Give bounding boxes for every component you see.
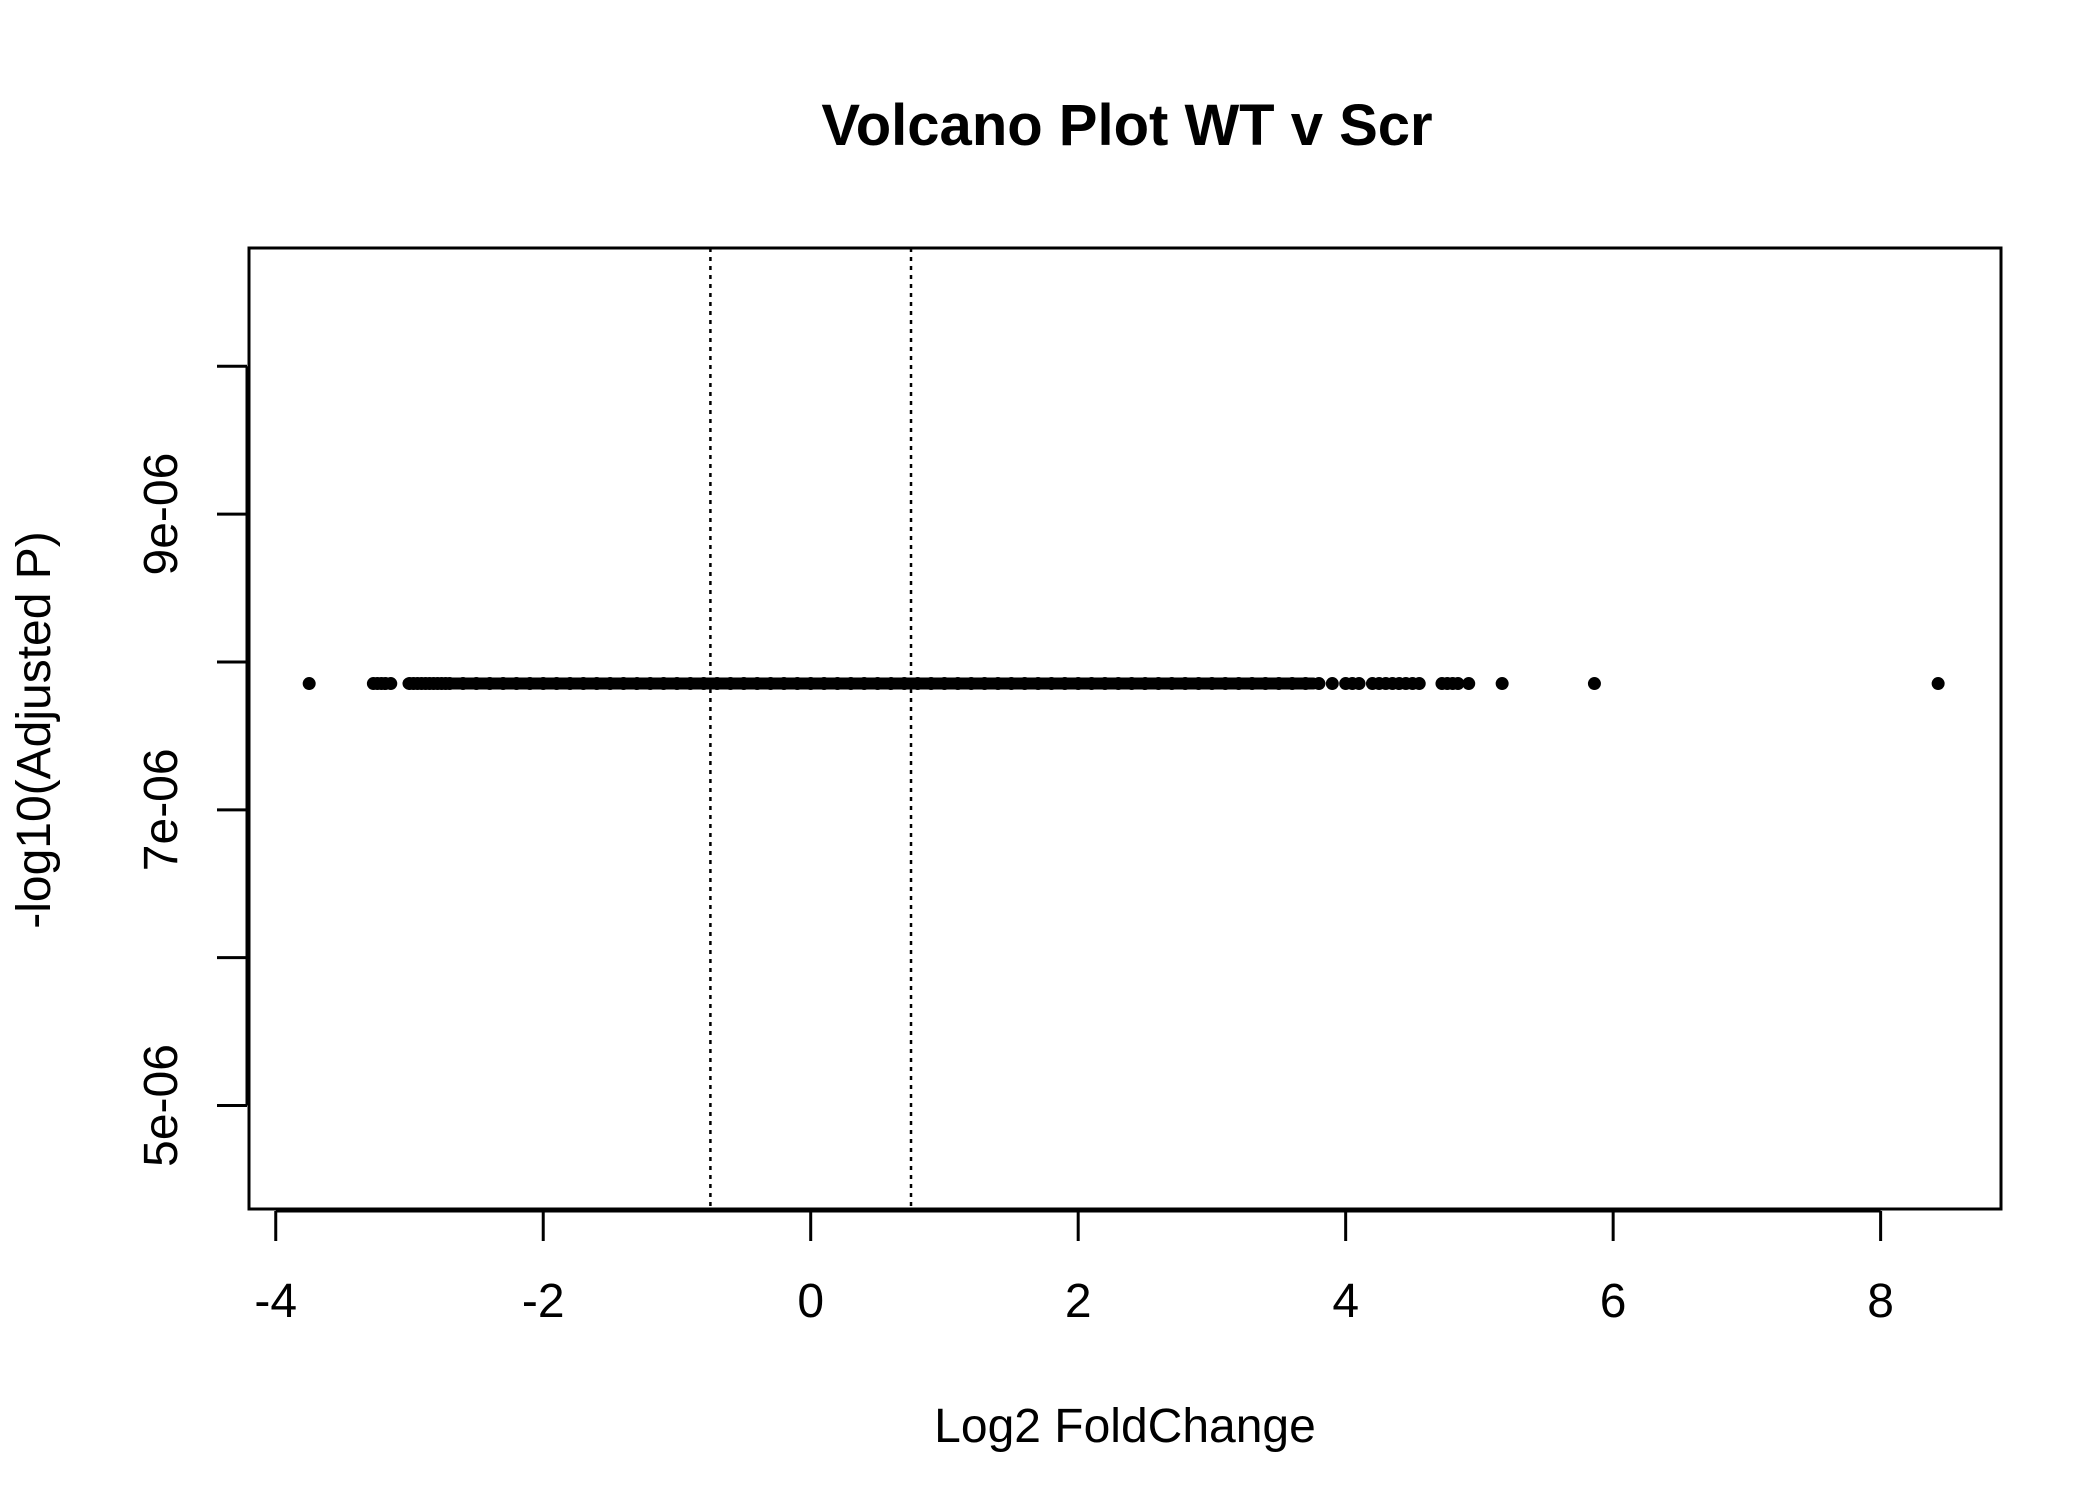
data-point <box>576 677 590 691</box>
data-point <box>1058 677 1072 691</box>
data-point <box>1192 677 1206 691</box>
data-point <box>1018 677 1032 691</box>
data-point <box>1165 677 1179 691</box>
data-point <box>643 677 657 691</box>
y-axis-label: -log10(Adjusted P) <box>8 531 61 929</box>
data-point <box>924 677 938 691</box>
x-tick-label: 4 <box>1332 1275 1359 1328</box>
data-point <box>1587 677 1601 691</box>
data-point <box>857 677 871 691</box>
data-point <box>871 677 885 691</box>
data-point <box>630 677 644 691</box>
data-point <box>550 677 564 691</box>
data-point <box>937 677 951 691</box>
data-point <box>657 677 671 691</box>
data-point <box>1245 677 1259 691</box>
data-point <box>1299 677 1313 691</box>
data-point <box>1111 677 1125 691</box>
data-point <box>1931 677 1945 691</box>
data-point <box>1495 677 1509 691</box>
x-tick-label: -2 <box>522 1275 565 1328</box>
data-point <box>1325 677 1339 691</box>
data-point <box>697 677 711 691</box>
data-point <box>1462 677 1476 691</box>
data-point <box>804 677 818 691</box>
data-point <box>509 677 523 691</box>
data-point <box>897 677 911 691</box>
data-point <box>683 677 697 691</box>
x-axis: -4 -2 0 2 4 6 8 <box>254 1209 1894 1328</box>
data-point <box>991 677 1005 691</box>
data-point <box>590 677 604 691</box>
data-point <box>1125 677 1139 691</box>
data-point <box>1138 677 1152 691</box>
data-point <box>302 677 316 691</box>
x-tick-label: 0 <box>797 1275 824 1328</box>
data-point <box>456 677 470 691</box>
data-point <box>817 677 831 691</box>
x-tick-label: -4 <box>254 1275 297 1328</box>
plot-frame <box>247 246 2003 1211</box>
data-point <box>1205 677 1219 691</box>
data-point <box>790 677 804 691</box>
data-point <box>1272 677 1286 691</box>
data-point <box>443 677 457 691</box>
data-point <box>978 677 992 691</box>
data-point <box>1258 677 1272 691</box>
data-point <box>1218 677 1232 691</box>
data-point <box>1098 677 1112 691</box>
data-point <box>964 677 978 691</box>
data-point <box>1085 677 1099 691</box>
data-point <box>616 677 630 691</box>
data-point <box>1285 677 1299 691</box>
data-point <box>777 677 791 691</box>
data-point <box>764 677 778 691</box>
x-tick-label: 8 <box>1867 1275 1894 1328</box>
data-point <box>1071 677 1085 691</box>
x-axis-label: Log2 FoldChange <box>934 1400 1316 1453</box>
x-tick-label: 2 <box>1065 1275 1092 1328</box>
data-point <box>1044 677 1058 691</box>
data-point <box>737 677 751 691</box>
data-point <box>483 677 497 691</box>
data-point <box>670 677 684 691</box>
data-point <box>469 677 483 691</box>
data-point <box>1004 677 1018 691</box>
data-point <box>911 677 925 691</box>
x-tick-label: 6 <box>1600 1275 1627 1328</box>
data-point <box>603 677 617 691</box>
data-point <box>750 677 764 691</box>
data-point <box>830 677 844 691</box>
data-point <box>1178 677 1192 691</box>
data-point <box>710 677 724 691</box>
data-point <box>1352 677 1366 691</box>
data-point <box>1232 677 1246 691</box>
y-tick-label: 7e-06 <box>135 748 188 871</box>
y-tick-label: 9e-06 <box>135 453 188 576</box>
data-point <box>496 677 510 691</box>
data-point <box>844 677 858 691</box>
threshold-lines <box>709 248 913 1209</box>
data-point <box>1031 677 1045 691</box>
data-point <box>523 677 537 691</box>
data-point <box>536 677 550 691</box>
data-point <box>1412 677 1426 691</box>
data-point <box>1312 677 1326 691</box>
data-point <box>384 677 398 691</box>
data-point <box>951 677 965 691</box>
data-point <box>884 677 898 691</box>
data-point <box>563 677 577 691</box>
data-points <box>302 677 1945 691</box>
y-tick-label: 5e-06 <box>135 1044 188 1167</box>
y-axis: 5e-06 7e-06 9e-06 <box>135 364 249 1167</box>
data-point <box>723 677 737 691</box>
data-point <box>1451 677 1465 691</box>
data-point <box>1151 677 1165 691</box>
chart-title: Volcano Plot WT v Scr <box>821 93 1432 158</box>
